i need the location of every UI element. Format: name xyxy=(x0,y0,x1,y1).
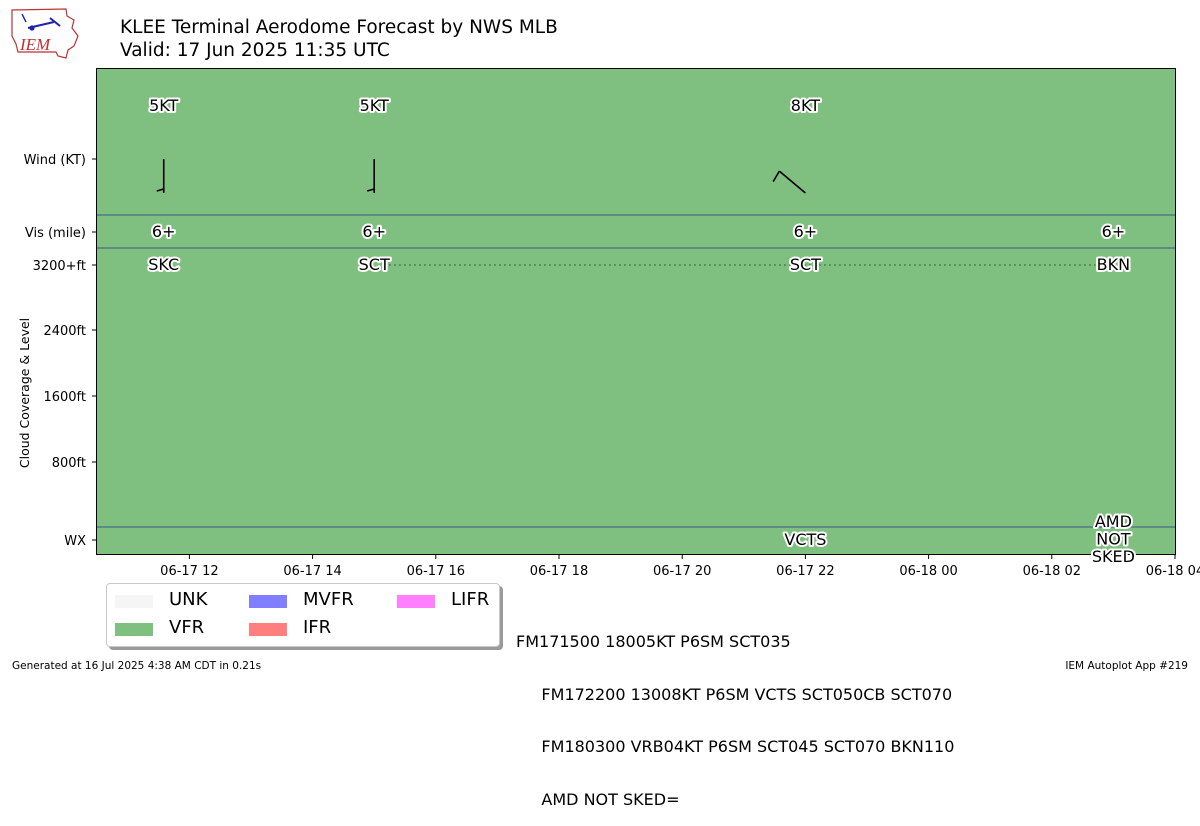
sky-cover-label: SCT xyxy=(359,255,390,274)
legend-swatch-lifr xyxy=(397,595,435,608)
x-axis-tick-label: 06-17 18 xyxy=(530,564,588,579)
plot-background-vfr xyxy=(96,68,1176,555)
legend-label-lifr: LIFR xyxy=(451,589,490,610)
y-axis-tick-label: 3200+ft xyxy=(33,259,86,274)
wind-barb-staff xyxy=(778,170,806,194)
weather-label: VCTS xyxy=(784,530,826,549)
sky-cover-label: SCT xyxy=(790,255,821,274)
iem-logo: IEM xyxy=(11,8,79,59)
x-axis-tick-label: 06-18 02 xyxy=(1023,564,1081,579)
y-axis-tick-label: 800ft xyxy=(52,456,86,471)
legend-swatch-ifr xyxy=(249,623,287,636)
footer-app-id: IEM Autoplot App #219 xyxy=(1065,660,1188,672)
wind-barb-flag xyxy=(772,170,781,183)
chart-subtitle: Valid: 17 Jun 2025 11:35 UTC xyxy=(120,40,390,61)
x-axis-tick-label: 06-17 20 xyxy=(653,564,711,579)
chart-title: KLEE Terminal Aerodome Forecast by NWS M… xyxy=(120,17,558,38)
y-axis-label: Cloud Coverage & Level xyxy=(17,318,32,468)
wind-barb-flag xyxy=(366,188,375,192)
legend-swatch-unk xyxy=(115,595,153,608)
taf-line: FM171500 18005KT P6SM SCT035 xyxy=(516,632,791,651)
x-axis-tick-label: 06-18 00 xyxy=(899,564,957,579)
legend-label-mvfr: MVFR xyxy=(303,589,354,610)
wind-speed-label: 5KT xyxy=(360,96,389,115)
sky-cover-label: SKC xyxy=(148,255,179,274)
weather-label: AMD xyxy=(1095,512,1132,531)
sky-cover-label: BKN xyxy=(1097,255,1130,274)
legend-swatch-mvfr xyxy=(249,595,287,608)
taf-text-block: FM171500 18005KT P6SM SCT035 FM172200 13… xyxy=(516,598,954,826)
y-axis-tick-label: 2400ft xyxy=(43,324,86,339)
x-axis-tick-label: 06-18 04 xyxy=(1146,564,1200,579)
y-axis-tick-label: Wind (KT) xyxy=(24,153,86,168)
legend-label-unk: UNK xyxy=(169,589,208,610)
y-axis-tick-label: Vis (mile) xyxy=(25,226,86,241)
legend-label-ifr: IFR xyxy=(303,617,332,638)
weather-label: SKED xyxy=(1092,547,1135,566)
weather-label: NOT xyxy=(1096,530,1131,549)
wind-speed-label: 5KT xyxy=(149,96,178,115)
iem-logo-text: IEM xyxy=(19,35,51,54)
visibility-label: 6+ xyxy=(794,222,818,241)
visibility-label: 6+ xyxy=(362,222,386,241)
footer-generated: Generated at 16 Jul 2025 4:38 AM CDT in … xyxy=(12,660,262,672)
wind-barb-flag xyxy=(156,188,164,192)
taf-line: AMD NOT SKED= xyxy=(516,789,680,809)
taf-line: FM180300 VRB04KT P6SM SCT045 SCT070 BKN1… xyxy=(516,737,955,756)
legend-swatch-vfr xyxy=(115,623,153,636)
legend: UNK VFR MVFR IFR LIFR xyxy=(106,583,500,647)
x-axis-tick-label: 06-17 22 xyxy=(776,564,834,579)
visibility-label: 6+ xyxy=(1102,222,1126,241)
x-axis-tick-label: 06-17 14 xyxy=(283,564,341,579)
x-axis-tick-label: 06-17 16 xyxy=(407,564,465,579)
x-axis-tick-label: 06-17 12 xyxy=(160,564,218,579)
taf-timeline-chart: 06-17 12 06-17 14 06-17 16 06-17 18 06-17 20… xyxy=(17,68,1200,579)
wind-speed-label: 8KT xyxy=(791,96,820,115)
legend-label-vfr: VFR xyxy=(169,617,205,638)
y-axis-tick-label: WX xyxy=(64,534,86,549)
y-axis-tick-label: 1600ft xyxy=(43,390,86,405)
visibility-label: 6+ xyxy=(152,222,176,241)
taf-line: FM172200 13008KT P6SM VCTS SCT050CB SCT0… xyxy=(516,684,953,704)
